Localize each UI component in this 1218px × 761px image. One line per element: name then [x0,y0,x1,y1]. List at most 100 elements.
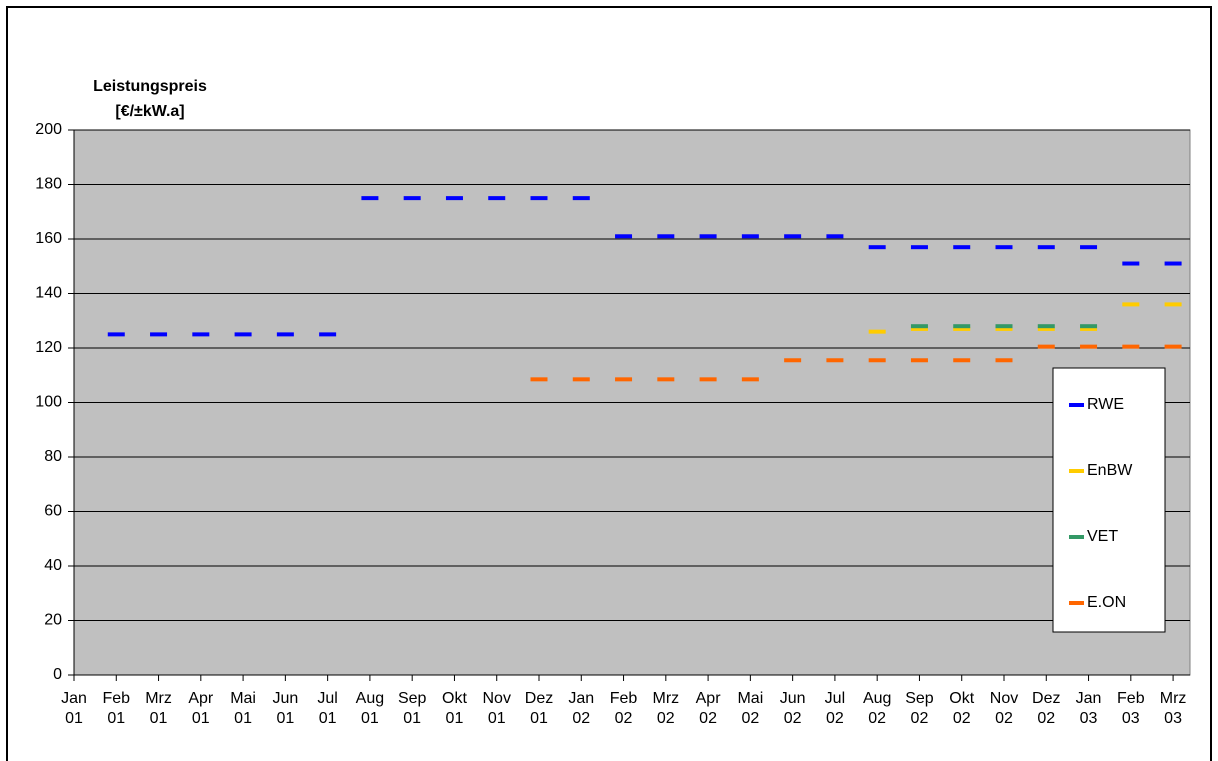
dash-marker [488,196,506,201]
y-tick-label: 60 [44,503,62,520]
dash-marker [868,329,886,334]
dash-marker [1037,344,1055,349]
dash-marker [1037,324,1055,329]
dash-marker [530,196,548,201]
legend-label: EnBW [1087,462,1133,479]
dash-marker [953,358,971,363]
x-tick-label: Feb 02 [609,690,638,727]
dash-marker [657,377,675,382]
dash-marker [784,358,802,363]
dash-marker [1164,302,1182,307]
y-tick-label: 20 [44,612,62,629]
dash-marker [910,245,928,250]
dash-marker [1080,344,1098,349]
x-tick-label: Jan 02 [568,690,595,727]
dash-marker [995,358,1013,363]
x-tick-label: Jan 03 [1075,690,1102,727]
x-tick-label: Okt 01 [442,690,467,727]
dash-marker [1122,344,1140,349]
legend-swatch [1069,535,1084,539]
dash-marker [403,196,421,201]
dash-marker [826,234,844,239]
dash-marker [699,377,717,382]
dash-marker [741,234,759,239]
x-tick-label: Okt 02 [949,690,975,727]
x-tick-label: Jun 02 [779,690,806,727]
dash-marker [572,377,590,382]
dash-marker [192,332,210,337]
legend-label: VET [1087,528,1118,545]
x-tick-label: Dez 02 [1032,690,1061,727]
x-tick-label: Sep 02 [905,690,934,727]
dash-marker [615,377,633,382]
legend-swatch [1069,601,1084,605]
x-tick-label: Apr 02 [695,690,721,727]
x-tick-label: Aug 01 [355,690,385,727]
dash-marker [699,234,717,239]
dash-marker [1037,245,1055,250]
dash-marker [868,358,886,363]
dash-marker [995,324,1013,329]
y-tick-label: 120 [35,339,62,356]
dash-marker [361,196,379,201]
dash-marker [910,358,928,363]
dash-marker [1037,326,1055,331]
dash-marker [910,326,928,331]
dash-marker [1080,245,1098,250]
dash-marker [1122,261,1140,266]
y-tick-label: 180 [35,176,62,193]
dash-marker [150,332,168,337]
dash-marker [107,332,125,337]
y-tick-label: 200 [35,121,62,138]
dash-marker [530,377,548,382]
dash-marker [953,245,971,250]
y-tick-label: 80 [44,448,62,465]
x-tick-label: Mai 01 [230,690,256,727]
dash-marker [572,196,590,201]
x-tick-label: Jul 01 [317,690,338,727]
dash-marker [1080,326,1098,331]
x-tick-label: Jun 01 [272,690,299,727]
x-tick-label: Nov 02 [989,690,1019,727]
dash-marker [1122,302,1140,307]
y-tick-label: 100 [35,394,62,411]
dash-marker [910,324,928,329]
x-tick-label: Mai 02 [737,690,764,727]
x-tick-label: Mrz 03 [1159,690,1187,727]
x-tick-label: Mrz 02 [652,690,680,727]
x-tick-label: Feb 01 [102,690,131,727]
x-tick-label: Jan 01 [61,690,87,727]
dash-marker [319,332,337,337]
x-tick-label: Sep 01 [397,690,427,727]
legend-swatch [1069,403,1084,407]
chart-border [6,6,1212,761]
legend-label: RWE [1087,396,1124,413]
legend-label: E.ON [1087,594,1126,611]
dash-marker [953,326,971,331]
dash-marker [1164,344,1182,349]
x-tick-label: Mrz 01 [145,690,172,727]
legend-box [1052,367,1166,633]
dash-marker [276,332,294,337]
y-tick-label: 40 [44,557,62,574]
x-tick-label: Nov 01 [482,690,511,727]
dash-marker [445,196,463,201]
x-tick-label: Apr 01 [188,690,214,727]
y-tick-label: 140 [35,285,62,302]
dash-marker [741,377,759,382]
y-tick-label: 0 [53,666,62,683]
dash-marker [234,332,252,337]
x-tick-label: Feb 03 [1117,690,1145,727]
x-tick-label: Dez 01 [524,690,554,727]
dash-marker [657,234,675,239]
dash-marker [784,234,802,239]
x-tick-label: Aug 02 [862,690,892,727]
dash-marker [995,245,1013,250]
dash-marker [1080,324,1098,329]
y-tick-label: 160 [35,230,62,247]
y-axis-label: Leistungspreis [€/±kW.a] [93,78,207,120]
legend-swatch [1069,469,1084,473]
dash-marker [826,358,844,363]
